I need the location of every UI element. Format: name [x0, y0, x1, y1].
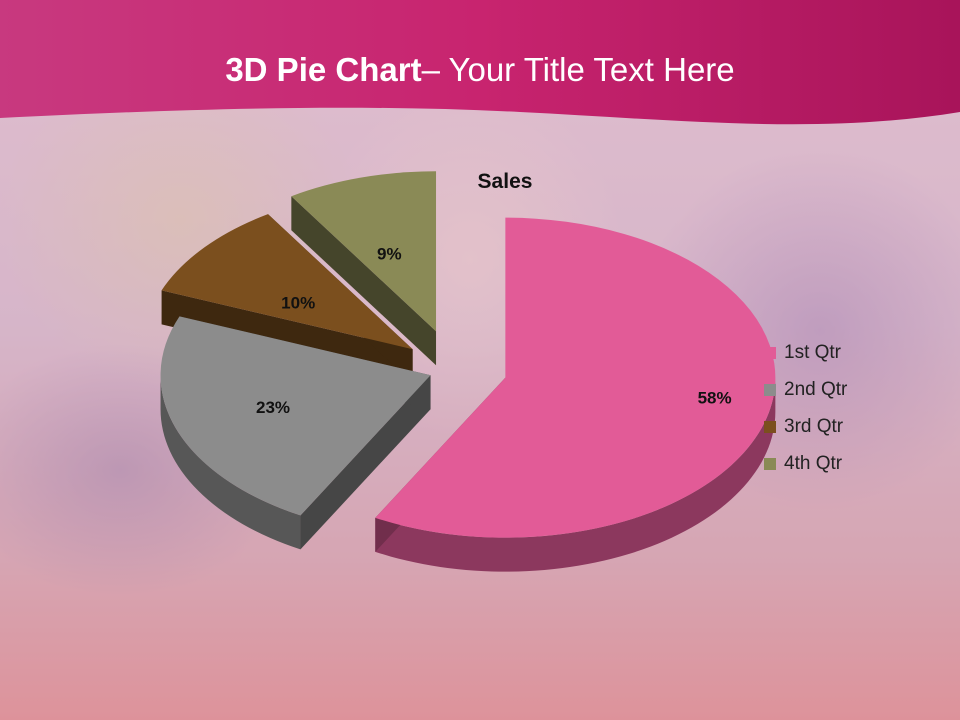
pie-slice-side	[160, 375, 301, 550]
data-label-3: 10%	[281, 293, 315, 312]
pie-slice-top	[160, 316, 431, 516]
slide-title-rest: – Your Title Text Here	[421, 51, 735, 88]
legend-label: 1st Qtr	[784, 341, 842, 363]
legend-swatch	[764, 346, 776, 359]
pie-slice-4	[291, 171, 437, 366]
legend-label: 2nd Qtr	[784, 378, 848, 400]
pie-slice-1	[375, 217, 776, 572]
data-label-1: 58%	[698, 389, 732, 408]
legend-swatch	[764, 383, 776, 396]
pie-slice-wall	[300, 375, 431, 550]
legend-item-1: 1st Qtr	[764, 334, 847, 371]
pie-slice-2	[160, 316, 431, 550]
chart-title: Sales	[478, 170, 533, 193]
legend-label: 4th Qtr	[784, 452, 843, 474]
legend-label: 3rd Qtr	[784, 415, 844, 437]
pie-slice-side	[375, 377, 776, 572]
pie-slice-top	[291, 171, 437, 332]
data-label-2: 23%	[256, 398, 290, 417]
chart-legend: 1st Qtr 2nd Qtr 3rd Qtr 4th Qtr	[764, 334, 847, 482]
legend-item-3: 3rd Qtr	[764, 408, 847, 445]
pie-slice-wall	[291, 196, 437, 366]
header-band	[0, 0, 960, 125]
legend-item-4: 4th Qtr	[764, 445, 847, 482]
legend-item-2: 2nd Qtr	[764, 371, 847, 408]
slide-title-bold: 3D Pie Chart	[225, 51, 422, 88]
legend-swatch	[764, 457, 776, 470]
legend-swatch	[764, 420, 776, 433]
data-label-4: 9%	[377, 244, 402, 263]
pie-slice-top	[161, 214, 413, 350]
slide-title: 3D Pie Chart– Your Title Text Here	[0, 48, 960, 92]
pie-slice-top	[375, 217, 776, 538]
